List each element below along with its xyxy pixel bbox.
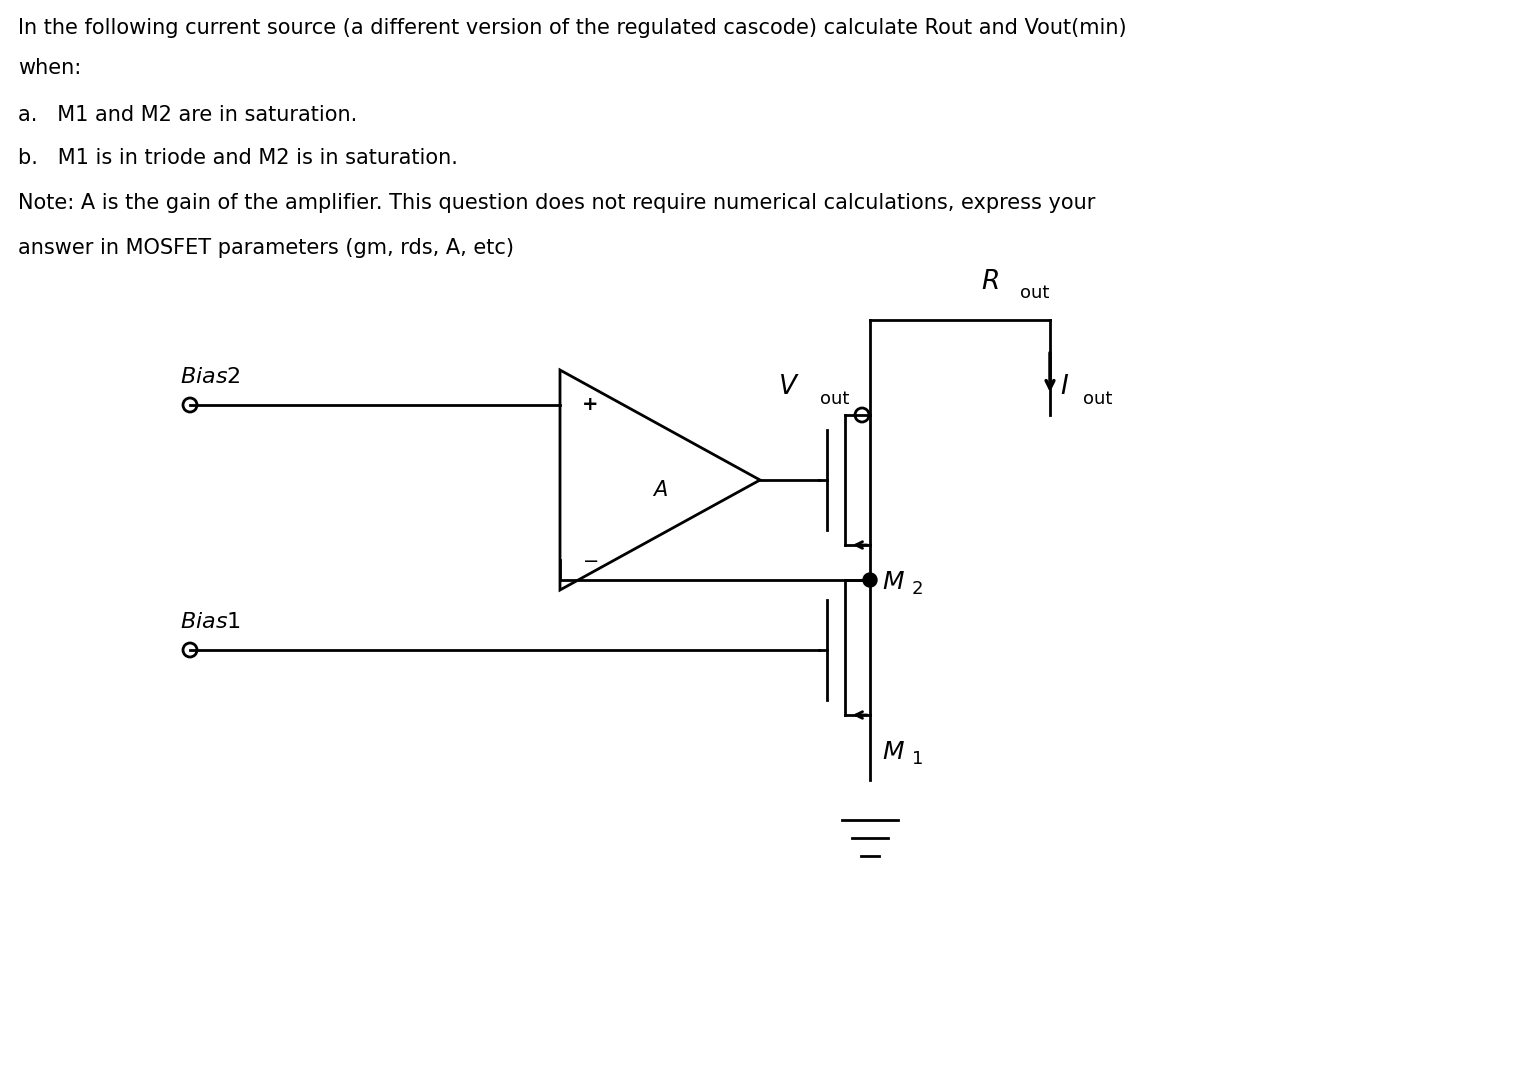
Text: $I$: $I$ (1060, 374, 1069, 400)
Text: $V$: $V$ (778, 374, 799, 400)
Text: $M$: $M$ (883, 740, 905, 764)
Text: $A$: $A$ (653, 480, 668, 500)
Text: +: + (581, 396, 598, 415)
Circle shape (863, 574, 877, 587)
Text: Note: A is the gain of the amplifier. This question does not require numerical c: Note: A is the gain of the amplifier. Th… (18, 193, 1095, 213)
Text: $R$: $R$ (981, 269, 999, 295)
Text: out: out (821, 390, 849, 408)
Text: b.   M1 is in triode and M2 is in saturation.: b. M1 is in triode and M2 is in saturati… (18, 148, 457, 168)
Text: 2: 2 (911, 580, 924, 598)
Text: 1: 1 (911, 750, 924, 768)
Text: a.   M1 and M2 are in saturation.: a. M1 and M2 are in saturation. (18, 105, 357, 125)
Text: answer in MOSFET parameters (gm, rds, A, etc): answer in MOSFET parameters (gm, rds, A,… (18, 238, 513, 258)
Text: $M$: $M$ (883, 570, 905, 594)
Text: out: out (1083, 390, 1113, 408)
Text: In the following current source (a different version of the regulated cascode) c: In the following current source (a diffe… (18, 18, 1126, 38)
Text: $Bias2$: $Bias2$ (180, 367, 241, 387)
Text: $Bias1$: $Bias1$ (180, 612, 241, 632)
Text: out: out (1020, 284, 1049, 302)
Text: when:: when: (18, 58, 82, 78)
Text: $-$: $-$ (581, 551, 598, 569)
